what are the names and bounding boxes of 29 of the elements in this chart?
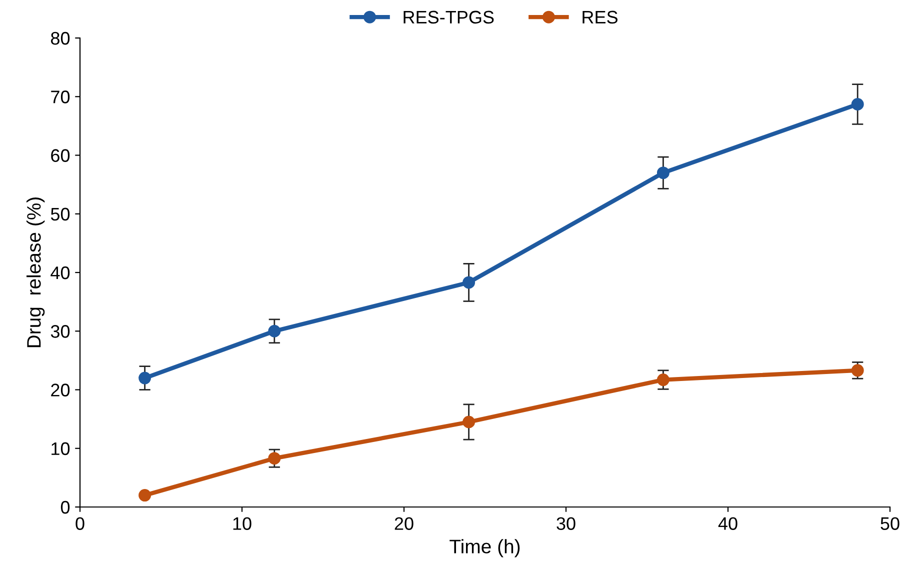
y-tick-label: 10 (52, 442, 70, 456)
y-tick-label: 0 (60, 500, 70, 514)
point (462, 416, 476, 428)
point (656, 374, 670, 386)
x-tick-label: 40 (718, 517, 738, 530)
x-tick-label: 30 (556, 517, 576, 530)
y-tick-label: 50 (50, 208, 70, 221)
point (138, 489, 152, 502)
legend-label: RES (582, 10, 618, 24)
y-axis-title: Drug release (%) (26, 198, 45, 348)
y-tick-label: 70 (51, 90, 70, 104)
point (656, 166, 670, 180)
y-tick-label: 80 (50, 32, 70, 45)
legend-label: RES-TPGS (404, 10, 494, 24)
x-axis-title: Time (h) (450, 539, 520, 558)
x-tick-label: 0 (76, 517, 84, 530)
x-tick-label: 10 (233, 517, 252, 530)
y-tick-label: 60 (51, 149, 70, 162)
point (851, 364, 864, 377)
point (138, 372, 152, 384)
x-tick-label: 50 (880, 517, 900, 530)
y-tick-label: 30 (50, 325, 70, 338)
x-tick-label: 20 (394, 517, 414, 530)
y-tick-label: 40 (50, 266, 70, 280)
point (268, 452, 281, 465)
y-tick-label: 20 (51, 384, 70, 396)
point (462, 276, 476, 289)
point (851, 98, 864, 110)
point (268, 324, 281, 338)
